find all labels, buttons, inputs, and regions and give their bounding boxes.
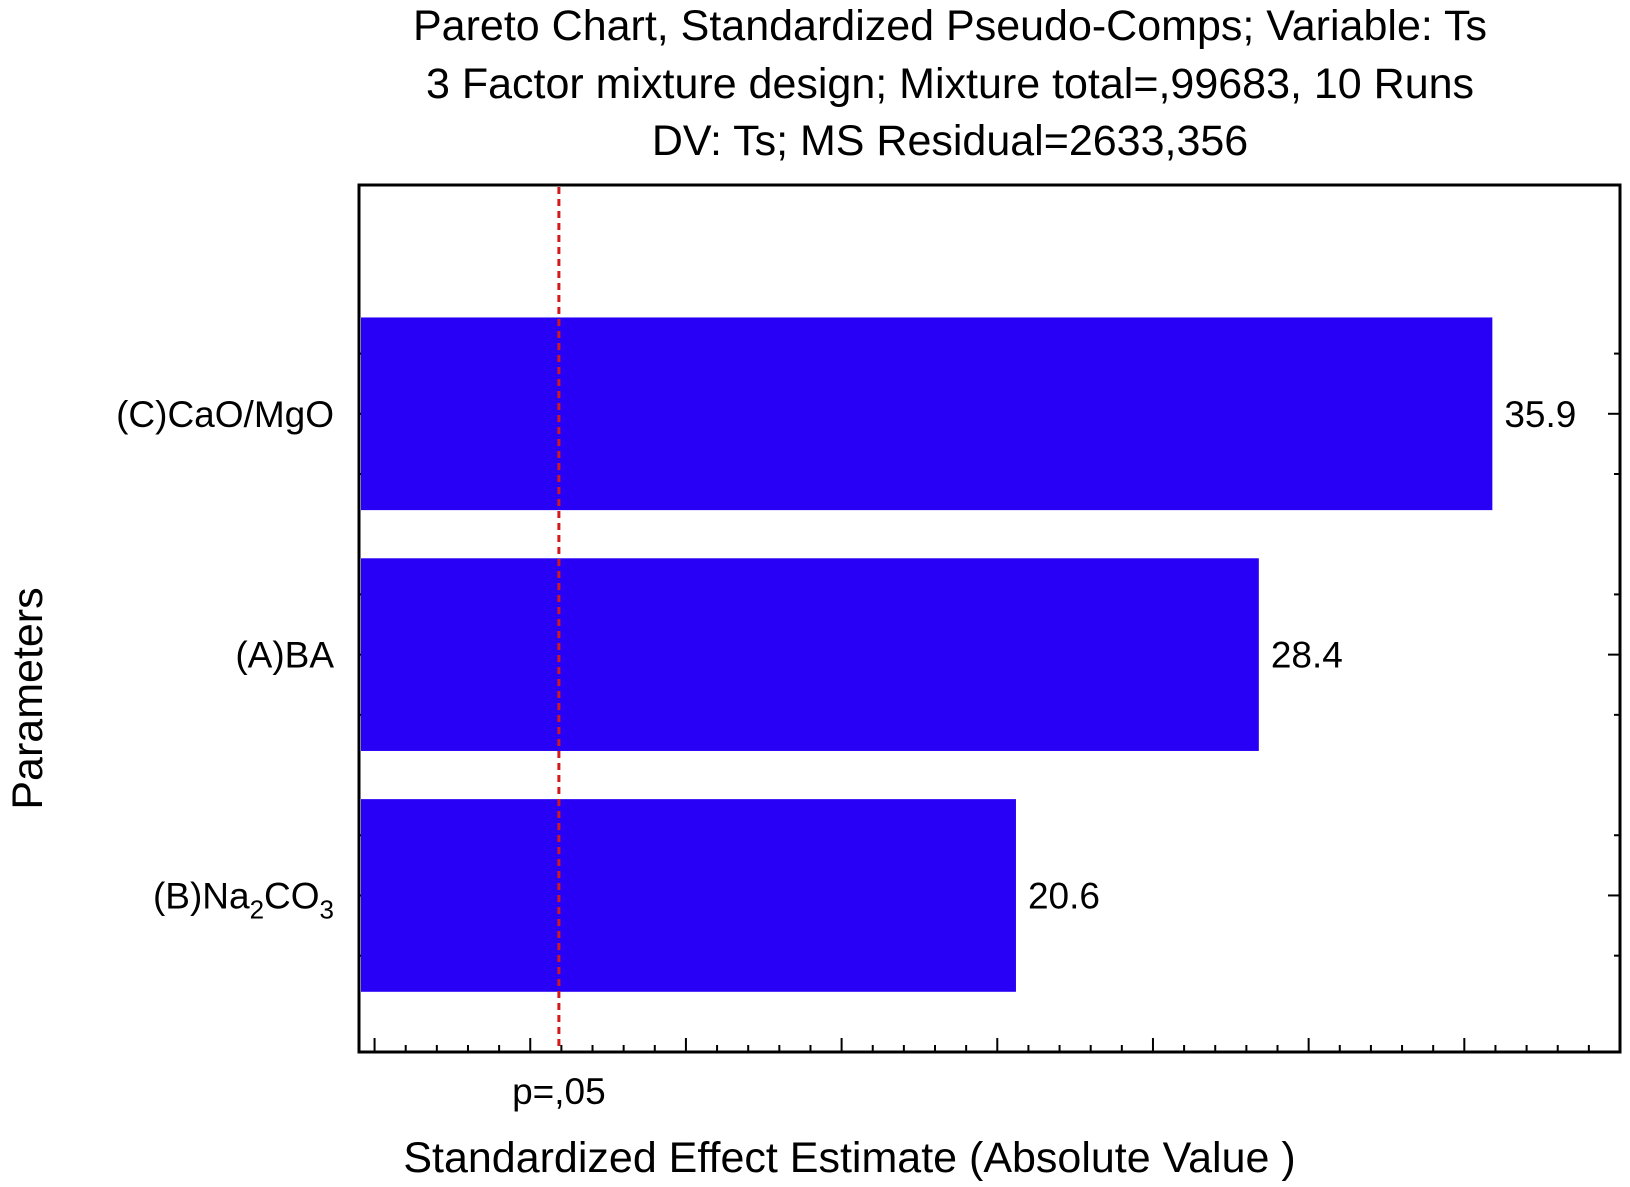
bars	[361, 317, 1493, 992]
value-labels: 35.9 28.4 20.6	[1028, 394, 1576, 917]
chart-title-line: 3 Factor mixture design; Mixture total=,…	[426, 60, 1474, 108]
category-label: (C)CaO/MgO	[116, 394, 334, 435]
bar	[361, 317, 1493, 511]
significance-label: p=,05	[512, 1071, 606, 1112]
bar-value-label: 35.9	[1504, 394, 1576, 435]
bar	[361, 558, 1259, 751]
chart-title-line: DV: Ts; MS Residual=2633,356	[652, 117, 1248, 165]
chart-title: Pareto Chart, Standardized Pseudo-Comps;…	[413, 2, 1487, 165]
category-label: (B)Na2CO3	[153, 875, 334, 924]
bar-value-label: 20.6	[1028, 875, 1100, 916]
category-label: (A)BA	[235, 635, 334, 676]
bar	[361, 799, 1016, 992]
category-labels: (C)CaO/MgO (A)BA (B)Na2CO3	[116, 394, 334, 925]
bar-value-label: 28.4	[1271, 635, 1343, 676]
plot-frame	[357, 183, 1622, 1054]
chart-title-line: Pareto Chart, Standardized Pseudo-Comps;…	[413, 2, 1487, 50]
axis-ticks	[359, 352, 1620, 1052]
x-axis-label: Standardized Effect Estimate (Absolute V…	[403, 1134, 1295, 1182]
y-axis-label: Parameters	[4, 587, 52, 809]
